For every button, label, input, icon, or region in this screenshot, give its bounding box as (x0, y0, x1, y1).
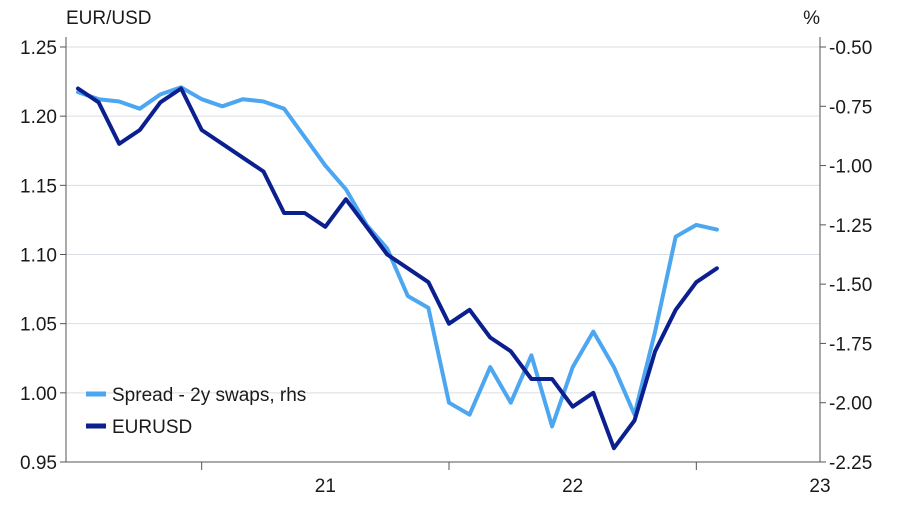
left-tick-label: 1.05 (20, 315, 57, 336)
left-tick-label: 1.10 (20, 246, 57, 267)
left-tick-label: 0.95 (20, 453, 57, 474)
right-tick-label: -1.25 (829, 216, 872, 237)
right-tick-label: -0.50 (829, 38, 872, 59)
x-tick-label: 23 (809, 476, 830, 497)
right-tick-label: -1.00 (829, 157, 872, 178)
right-tick-label: -2.00 (829, 394, 872, 415)
left-tick-label: 1.25 (20, 38, 57, 59)
series-lines (76, 85, 719, 451)
axes (60, 37, 826, 470)
left-tick-label: 1.00 (20, 384, 57, 405)
legend-label-spread: Spread - 2y swaps, rhs (112, 385, 306, 406)
series-line-spread-2y-swaps-rhs (76, 85, 719, 429)
legend: Spread - 2y swaps, rhs EURUSD (86, 385, 306, 438)
right-tick-label: -2.25 (829, 453, 872, 474)
x-tick-label: 22 (562, 476, 583, 497)
legend-label-eurusd: EURUSD (112, 417, 192, 438)
series-line-eurusd (76, 86, 719, 451)
left-axis-title: EUR/USD (66, 8, 152, 29)
left-tick-label: 1.15 (20, 176, 57, 197)
right-tick-label: -0.75 (829, 97, 872, 118)
tick-labels: 1.25 1.20 1.15 1.10 1.05 1.00 0.95 -0.50 -0.75 -1… (20, 38, 872, 497)
right-axis-title: % (803, 8, 820, 29)
right-tick-label: -1.50 (829, 275, 872, 296)
x-tick-label: 21 (315, 476, 336, 497)
right-tick-label: -1.75 (829, 334, 872, 355)
left-tick-label: 1.20 (20, 107, 57, 128)
